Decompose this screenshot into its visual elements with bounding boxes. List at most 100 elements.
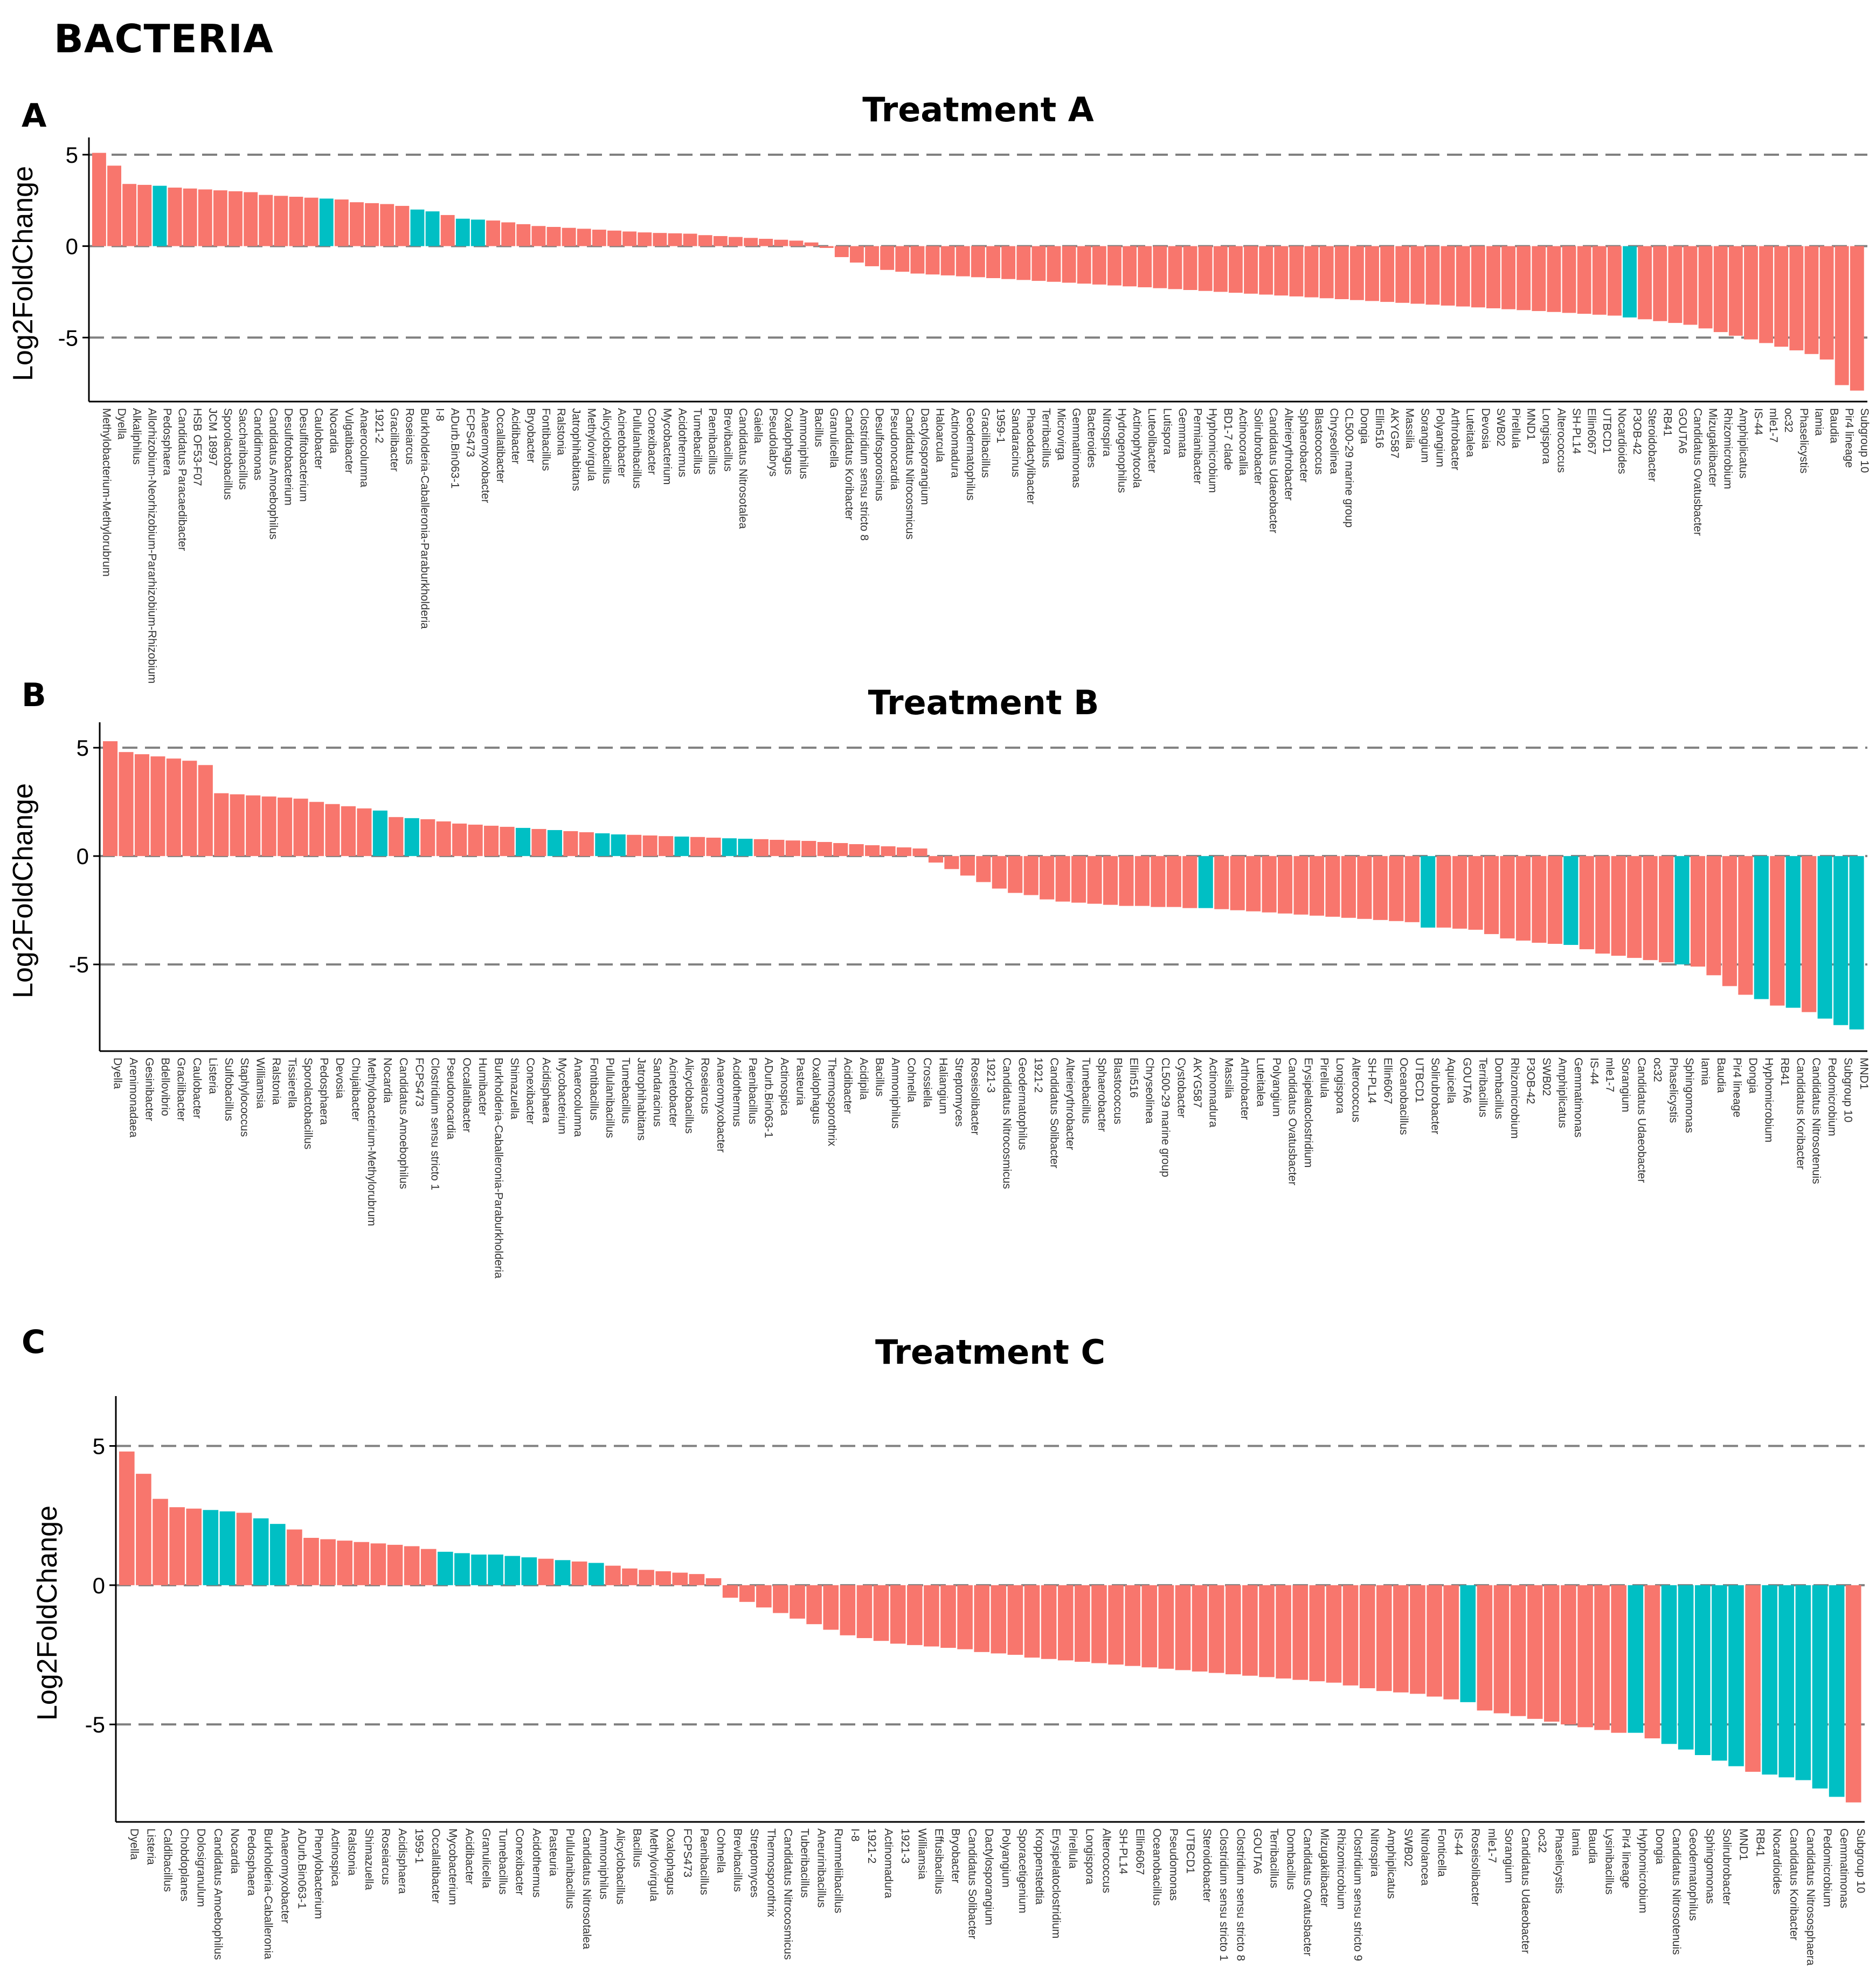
x-tick-label: Rummeliibacillus xyxy=(832,1828,844,1914)
bar xyxy=(1500,856,1515,938)
x-tick-label: Aneurinibacillus xyxy=(815,1828,828,1908)
x-tick-label: oc32 xyxy=(1536,1828,1548,1853)
bar xyxy=(166,758,181,857)
x-tick-label: Longispora xyxy=(1083,1828,1096,1884)
bar xyxy=(1208,1585,1224,1673)
bar xyxy=(1659,856,1674,963)
bar xyxy=(1845,1585,1861,1803)
x-tick-label: Ellin516 xyxy=(1127,1058,1140,1098)
bar xyxy=(1819,246,1834,360)
bar xyxy=(1108,1585,1124,1665)
bar xyxy=(1246,856,1261,911)
bar xyxy=(1183,246,1197,291)
bar xyxy=(182,761,197,857)
bar xyxy=(1425,246,1440,305)
x-tick-label: 1921-3 xyxy=(899,1828,911,1863)
x-tick-label: Solirubrobacter xyxy=(1429,1058,1442,1134)
bar xyxy=(303,1538,319,1585)
bar xyxy=(354,1542,370,1585)
bar xyxy=(706,838,721,857)
bar xyxy=(713,236,728,246)
bar xyxy=(1158,1585,1174,1669)
bar xyxy=(849,844,864,857)
bar xyxy=(924,1585,939,1647)
x-tick-label: Ellin6067 xyxy=(1134,1828,1146,1875)
x-tick-label: FCPS473 xyxy=(681,1828,694,1877)
bar xyxy=(186,1508,202,1585)
x-tick-label: Pullulanibacillus xyxy=(604,1058,616,1138)
x-tick-label: Candidatus Udaeobacter xyxy=(1636,1058,1648,1183)
bar xyxy=(865,246,879,266)
x-tick-label: mle1-7 xyxy=(1604,1058,1616,1092)
bar xyxy=(1023,856,1039,895)
bar xyxy=(488,1555,503,1585)
bar xyxy=(1547,856,1562,944)
chart-title: Treatment B xyxy=(868,683,1099,722)
bar xyxy=(1365,246,1379,301)
bar xyxy=(1182,856,1197,908)
bar xyxy=(690,837,705,857)
x-tick-label: CL500-29 marine group xyxy=(1343,408,1355,528)
x-tick-label: SH-PL14 xyxy=(1366,1058,1378,1104)
x-tick-label: Ellin516 xyxy=(1373,408,1386,448)
x-tick-label: Brevibacillus xyxy=(731,1828,744,1892)
bar xyxy=(1404,856,1420,922)
x-tick-label: BD1-7 clade xyxy=(1222,408,1234,471)
bar xyxy=(577,229,591,246)
x-tick-label: Gemmatimonas xyxy=(1070,408,1083,488)
x-tick-label: ADurb.Bin063-1 xyxy=(295,1828,308,1909)
x-tick-label: Nitrolancea xyxy=(1418,1828,1431,1886)
y-tick-label: 5 xyxy=(93,1434,105,1459)
bar xyxy=(1153,246,1167,288)
x-tick-label: Polyangium xyxy=(1000,1828,1012,1888)
bar xyxy=(1032,246,1046,281)
bar xyxy=(1230,856,1245,910)
bar xyxy=(1380,246,1395,302)
bar xyxy=(269,1524,286,1585)
x-tick-label: Williamsia xyxy=(916,1828,928,1880)
bar xyxy=(304,197,319,246)
x-tick-label: Sandaracinus xyxy=(651,1058,663,1127)
bar xyxy=(739,1585,755,1602)
x-tick-label: Iamia xyxy=(1812,408,1825,436)
x-tick-label: Actinophytocola xyxy=(1131,408,1143,488)
bar xyxy=(940,246,955,275)
y-tick-label: -5 xyxy=(69,952,89,977)
bar xyxy=(1849,856,1864,1030)
x-tick-label: Dactylosporangium xyxy=(918,408,931,505)
x-tick-label: Hyphomicrobium xyxy=(1637,1828,1649,1914)
bar xyxy=(1515,856,1531,941)
x-tick-label: Anaeromyxobacter xyxy=(279,1828,291,1923)
x-tick-label: Tumebacillus xyxy=(691,408,704,474)
bar xyxy=(1427,1585,1442,1697)
x-tick-label: Thermosporothrix xyxy=(826,1058,838,1147)
bar xyxy=(420,1549,437,1585)
x-tick-label: Humibacter xyxy=(476,1058,489,1115)
bar xyxy=(906,1585,923,1645)
x-tick-label: Acinetobacter xyxy=(615,408,628,477)
bar xyxy=(389,817,404,857)
x-tick-label: I-8 xyxy=(849,1828,861,1842)
x-tick-label: Listeria xyxy=(206,1058,219,1094)
bar xyxy=(1047,246,1061,282)
bar xyxy=(1373,856,1388,920)
bar xyxy=(1293,856,1309,915)
x-tick-label: Sorangium xyxy=(1503,1828,1515,1883)
bar xyxy=(214,793,229,857)
bar xyxy=(1527,1585,1543,1719)
x-tick-label: Terribacillus xyxy=(1477,1058,1489,1117)
x-tick-label: RB41 xyxy=(1661,408,1673,437)
x-tick-label: Caulobacter xyxy=(191,1058,203,1118)
bar xyxy=(1309,1585,1325,1682)
bar xyxy=(1592,246,1607,315)
chart-title: Treatment C xyxy=(875,1332,1105,1372)
bar xyxy=(638,232,652,246)
bar xyxy=(153,185,167,246)
x-tick-label: Subgroup 10 xyxy=(1858,408,1871,473)
bar xyxy=(236,1513,252,1585)
bar xyxy=(1762,1585,1777,1775)
bar xyxy=(1024,1585,1040,1658)
bar xyxy=(1062,246,1076,283)
x-tick-label: I-8 xyxy=(434,408,446,422)
bar xyxy=(856,1585,873,1638)
